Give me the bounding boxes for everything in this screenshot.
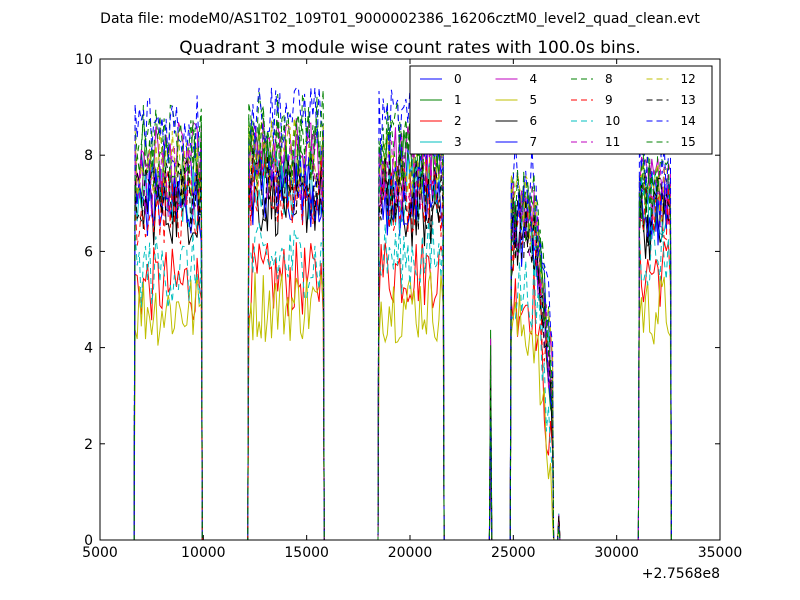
y-tick-label: 2: [84, 437, 93, 453]
series-line-9: [133, 154, 679, 540]
x-tick-label: 20000: [388, 545, 433, 561]
series-line-10: [133, 218, 679, 540]
x-tick-label: 15000: [284, 545, 329, 561]
legend-label-10: 10: [605, 114, 620, 128]
series-line-11: [133, 131, 679, 540]
series-line-14: [133, 87, 679, 540]
legend-label-14: 14: [681, 114, 696, 128]
legend-label-1: 1: [454, 93, 462, 107]
legend-label-12: 12: [681, 72, 696, 86]
legend-label-3: 3: [454, 135, 462, 149]
x-tick-label: 25000: [491, 545, 536, 561]
x-offset-label: +2.7568e8: [642, 566, 720, 582]
x-tick-label: 30000: [594, 545, 639, 561]
legend-label-2: 2: [454, 114, 462, 128]
x-tick-label: 5000: [82, 545, 118, 561]
legend-label-13: 13: [681, 93, 696, 107]
series-line-13: [133, 147, 679, 540]
series-line-15: [133, 107, 679, 540]
x-tick-label: 35000: [698, 545, 743, 561]
series-line-7: [133, 155, 679, 540]
series-line-5: [133, 272, 679, 540]
series-line-6: [133, 160, 679, 540]
legend-label-6: 6: [530, 114, 538, 128]
y-tick-label: 8: [84, 148, 93, 164]
series-line-12: [133, 117, 679, 540]
plot-area: [133, 87, 679, 540]
x-tick-label: 10000: [181, 545, 226, 561]
legend-label-0: 0: [454, 72, 462, 86]
suptitle: Data file: modeM0/AS1T02_109T01_90000023…: [100, 11, 700, 27]
series-line-2: [133, 235, 679, 540]
y-tick-label: 0: [84, 533, 93, 549]
legend-label-11: 11: [605, 135, 620, 149]
y-tick-label: 4: [84, 341, 93, 357]
legend-label-8: 8: [605, 72, 613, 86]
legend-label-4: 4: [530, 72, 538, 86]
axes-ticks: 5000 10000 15000 20000 25000 30000 35000 0 2 4 6 8 1…: [75, 52, 742, 561]
chart-title: Quadrant 3 module wise count rates with …: [179, 38, 640, 58]
legend-box: [409, 65, 713, 155]
legend-label-9: 9: [605, 93, 613, 107]
legend-label-5: 5: [530, 93, 538, 107]
legend-label-7: 7: [530, 135, 538, 149]
legend-label-15: 15: [681, 135, 696, 149]
series-line-1: [133, 122, 679, 540]
y-tick-label: 10: [75, 52, 93, 68]
y-tick-label: 6: [84, 244, 93, 260]
